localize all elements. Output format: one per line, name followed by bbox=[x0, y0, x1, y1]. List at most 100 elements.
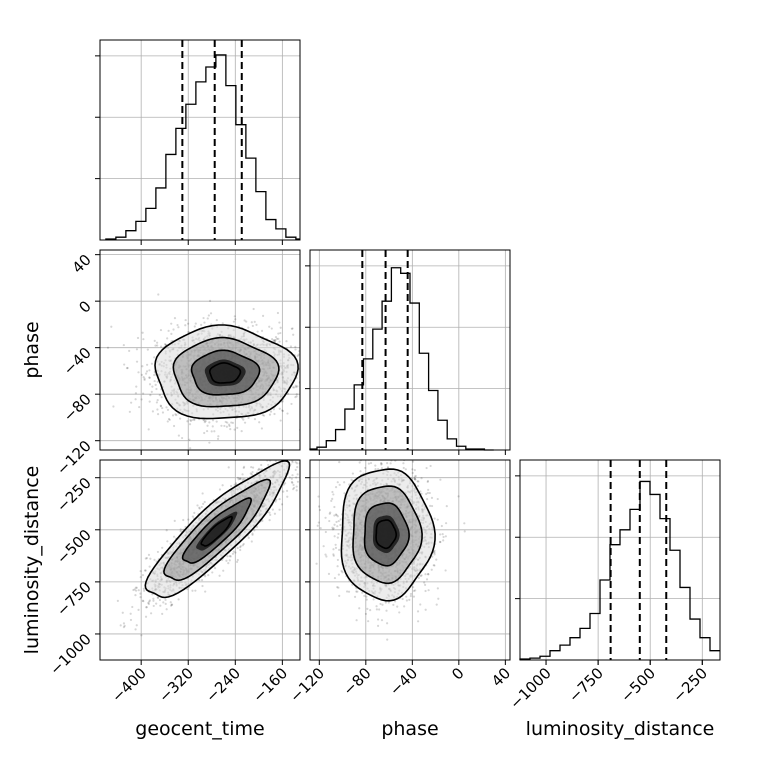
sample-point bbox=[254, 418, 256, 420]
sample-point bbox=[425, 467, 427, 469]
sample-point bbox=[279, 332, 281, 334]
sample-point bbox=[375, 605, 377, 607]
sample-point bbox=[242, 419, 244, 421]
sample-point bbox=[146, 364, 148, 366]
sample-point bbox=[208, 442, 210, 444]
sample-point bbox=[276, 338, 278, 340]
sample-point bbox=[302, 380, 304, 382]
sample-point bbox=[157, 399, 159, 401]
sample-point bbox=[170, 323, 172, 325]
sample-point bbox=[131, 606, 133, 608]
sample-point bbox=[271, 338, 273, 340]
sample-point bbox=[148, 428, 150, 430]
sample-point bbox=[252, 467, 254, 469]
sample-point bbox=[291, 328, 293, 330]
sample-point bbox=[166, 529, 168, 531]
sample-point bbox=[167, 420, 169, 422]
sample-point bbox=[289, 476, 291, 478]
sample-point bbox=[142, 332, 144, 334]
sample-point bbox=[141, 365, 143, 367]
sample-point bbox=[107, 347, 109, 349]
sample-point bbox=[149, 401, 151, 403]
sample-point bbox=[161, 407, 163, 409]
sample-point bbox=[294, 346, 296, 348]
sample-point bbox=[297, 473, 299, 475]
sample-point bbox=[126, 367, 128, 369]
sample-point bbox=[117, 600, 119, 602]
sample-point bbox=[296, 466, 298, 468]
sample-point bbox=[225, 560, 227, 562]
sample-point bbox=[122, 612, 124, 614]
sample-point bbox=[161, 547, 163, 549]
sample-point bbox=[273, 408, 275, 410]
sample-point bbox=[167, 330, 169, 332]
sample-point bbox=[381, 467, 383, 469]
sample-point bbox=[160, 405, 162, 407]
sample-point bbox=[239, 549, 241, 551]
sample-point bbox=[292, 334, 294, 336]
sample-point bbox=[292, 488, 294, 490]
sample-point bbox=[318, 505, 320, 507]
sample-point bbox=[130, 619, 132, 621]
sample-point bbox=[282, 491, 284, 493]
sample-point bbox=[261, 427, 263, 429]
sample-point bbox=[207, 574, 209, 576]
sample-point bbox=[241, 430, 243, 432]
sample-point bbox=[159, 599, 161, 601]
sample-point bbox=[156, 401, 158, 403]
sample-point bbox=[262, 315, 264, 317]
sample-point bbox=[234, 428, 236, 430]
panel-background bbox=[520, 460, 720, 660]
sample-point bbox=[147, 349, 149, 351]
sample-point bbox=[156, 342, 158, 344]
sample-point bbox=[268, 511, 270, 513]
sample-point bbox=[234, 318, 236, 320]
sample-point bbox=[165, 603, 167, 605]
sample-point bbox=[191, 590, 193, 592]
sample-point bbox=[286, 496, 288, 498]
sample-point bbox=[159, 605, 161, 607]
sample-point bbox=[172, 328, 174, 330]
sample-point bbox=[261, 330, 263, 332]
sample-point bbox=[208, 421, 210, 423]
sample-point bbox=[151, 391, 153, 393]
sample-point bbox=[257, 331, 259, 333]
sample-point bbox=[144, 569, 146, 571]
sample-point bbox=[244, 422, 246, 424]
sample-point bbox=[296, 485, 298, 487]
sample-point bbox=[177, 326, 179, 328]
sample-point bbox=[296, 393, 298, 395]
sample-point bbox=[173, 425, 175, 427]
sample-point bbox=[337, 537, 339, 539]
sample-point bbox=[333, 524, 335, 526]
sample-point bbox=[463, 522, 465, 524]
sample-point bbox=[160, 345, 162, 347]
sample-point bbox=[216, 319, 218, 321]
sample-point bbox=[424, 584, 426, 586]
sample-point bbox=[153, 356, 155, 358]
sample-point bbox=[136, 361, 138, 363]
sample-point bbox=[203, 321, 205, 323]
sample-point bbox=[128, 350, 130, 352]
sample-point bbox=[304, 350, 306, 352]
sample-point bbox=[290, 345, 292, 347]
sample-point bbox=[202, 492, 204, 494]
sample-point bbox=[439, 479, 441, 481]
sample-point bbox=[247, 327, 249, 329]
sample-point bbox=[254, 321, 256, 323]
histogram-panel-geocent_time bbox=[95, 40, 300, 245]
sample-point bbox=[250, 472, 252, 474]
sample-point bbox=[130, 613, 132, 615]
sample-point bbox=[152, 600, 154, 602]
sample-point bbox=[162, 411, 164, 413]
sample-point bbox=[258, 421, 260, 423]
sample-point bbox=[414, 469, 416, 471]
sample-point bbox=[171, 604, 173, 606]
sample-point bbox=[319, 509, 321, 511]
sample-point bbox=[253, 308, 255, 310]
sample-point bbox=[275, 453, 277, 455]
sample-point bbox=[132, 589, 134, 591]
sample-point bbox=[367, 620, 369, 622]
sample-point bbox=[152, 410, 154, 412]
sample-point bbox=[170, 333, 172, 335]
